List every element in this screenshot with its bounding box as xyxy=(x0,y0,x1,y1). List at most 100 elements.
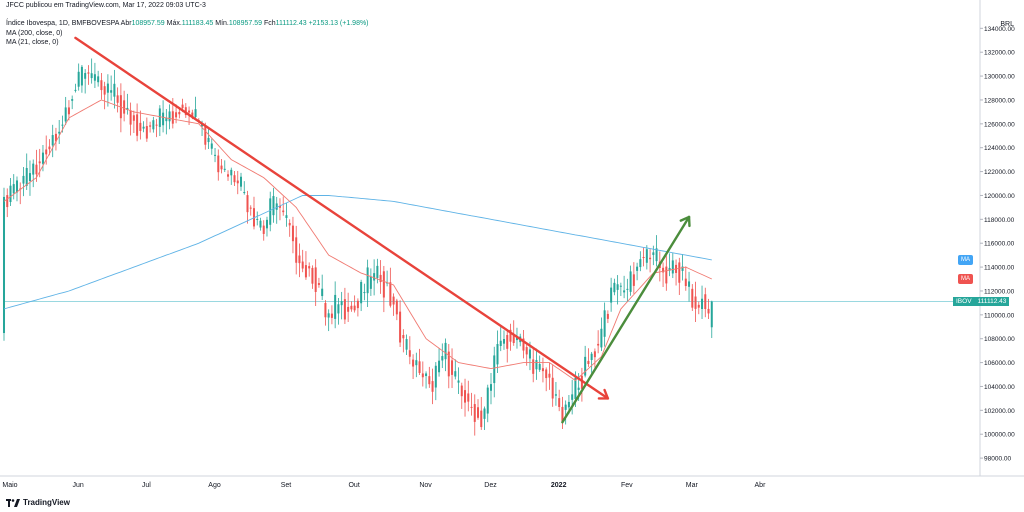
candle-body xyxy=(642,257,645,259)
price-tick-label: 128000.00 xyxy=(984,97,1015,104)
candle-body xyxy=(110,90,113,93)
candle-body xyxy=(360,281,363,304)
candle-body xyxy=(665,266,668,284)
candle-body xyxy=(373,273,376,281)
downtrend-arrow-head[interactable] xyxy=(597,388,610,400)
candle-body xyxy=(278,205,281,208)
candle-body xyxy=(444,342,447,360)
price-tick-label: 132000.00 xyxy=(984,50,1015,57)
candle-body xyxy=(87,72,90,74)
candle-body xyxy=(489,384,493,391)
candle-body xyxy=(97,76,100,83)
candle-body xyxy=(6,195,9,208)
candle-body xyxy=(376,265,379,279)
candle-body xyxy=(152,120,155,130)
candle-body xyxy=(282,210,285,213)
candle-body xyxy=(496,344,499,365)
candle-body xyxy=(541,368,544,372)
price-tick-label: 104000.00 xyxy=(984,384,1015,391)
candle-body xyxy=(2,196,6,334)
candle-body xyxy=(447,351,450,377)
candle-body xyxy=(38,161,41,164)
candle-body xyxy=(194,109,197,118)
candle-body xyxy=(256,218,259,220)
candle-body xyxy=(324,303,327,318)
candle-body xyxy=(181,104,184,109)
candle-body xyxy=(311,267,314,284)
candle-body xyxy=(619,285,622,287)
candle-body xyxy=(259,220,262,228)
candle-body xyxy=(613,282,616,293)
price-tick-label: 124000.00 xyxy=(984,145,1015,152)
candle-body xyxy=(35,164,38,175)
candle-body xyxy=(525,347,528,355)
candle-body xyxy=(220,165,223,170)
candle-body xyxy=(350,305,353,310)
candle-body xyxy=(451,360,454,375)
price-axis-panel xyxy=(980,0,1024,490)
candle-body xyxy=(707,308,710,314)
ma200-legend[interactable]: MA (200, close, 0) xyxy=(6,30,63,37)
candle-body xyxy=(668,267,671,271)
candle-body xyxy=(402,335,405,339)
price-tick-label: 130000.00 xyxy=(984,74,1015,81)
candle-body xyxy=(178,111,181,115)
ma200-price-tag: MA xyxy=(958,254,973,265)
candle-body xyxy=(671,260,674,274)
candle-body xyxy=(399,311,402,343)
candle-body xyxy=(564,404,567,410)
candle-body xyxy=(486,387,489,414)
candle-body xyxy=(58,131,61,134)
candle-body xyxy=(223,168,226,170)
candle-body xyxy=(545,369,548,379)
uptrend-arrow-head[interactable] xyxy=(679,215,691,228)
low-label: Mín. xyxy=(215,20,229,27)
candle-body xyxy=(100,80,103,91)
candle-body xyxy=(392,296,395,305)
candle-body xyxy=(567,401,570,408)
candle-body xyxy=(22,175,25,184)
candle-body xyxy=(321,288,324,297)
ma21-legend[interactable]: MA (21, close, 0) xyxy=(6,39,59,46)
close-value: 111112.43 xyxy=(275,20,307,27)
candle-body xyxy=(610,287,613,303)
candle-body xyxy=(502,339,505,344)
candle-body xyxy=(697,304,700,308)
candle-body xyxy=(701,298,704,310)
candle-body xyxy=(204,125,207,145)
candle-body xyxy=(684,278,687,287)
candle-body xyxy=(652,252,655,255)
downtrend-arrow[interactable] xyxy=(74,36,610,400)
candle-body xyxy=(629,271,632,292)
candle-body xyxy=(577,387,580,390)
candle-body xyxy=(509,329,512,342)
close-label: Fch xyxy=(263,20,276,27)
candle-body xyxy=(483,408,486,419)
candle-body xyxy=(662,267,665,273)
candle-body xyxy=(334,294,337,319)
candle-body xyxy=(74,89,77,91)
time-tick-label: Jul xyxy=(142,482,151,489)
candle-body xyxy=(710,301,713,328)
candle-body xyxy=(584,356,587,376)
time-tick-label: 2022 xyxy=(551,482,567,489)
candle-body xyxy=(473,404,476,422)
candle-body xyxy=(590,353,593,361)
tradingview-logo[interactable]: TradingView xyxy=(6,498,70,507)
candle-body xyxy=(106,83,109,93)
candle-body xyxy=(548,373,551,378)
candle-body xyxy=(616,284,619,290)
candle-body xyxy=(129,110,132,125)
candle-body xyxy=(681,266,684,271)
time-tick-label: Abr xyxy=(755,482,767,489)
high-label: Máx. xyxy=(166,20,182,27)
candle-body xyxy=(499,340,502,347)
candle-body xyxy=(571,394,574,400)
candle-body xyxy=(191,112,194,118)
price-tick-label: 118000.00 xyxy=(984,217,1015,224)
uptrend-arrow[interactable] xyxy=(561,215,691,424)
candle-body xyxy=(139,122,142,131)
price-tick-label: 98000.00 xyxy=(984,456,1011,463)
candle-body xyxy=(506,334,509,349)
